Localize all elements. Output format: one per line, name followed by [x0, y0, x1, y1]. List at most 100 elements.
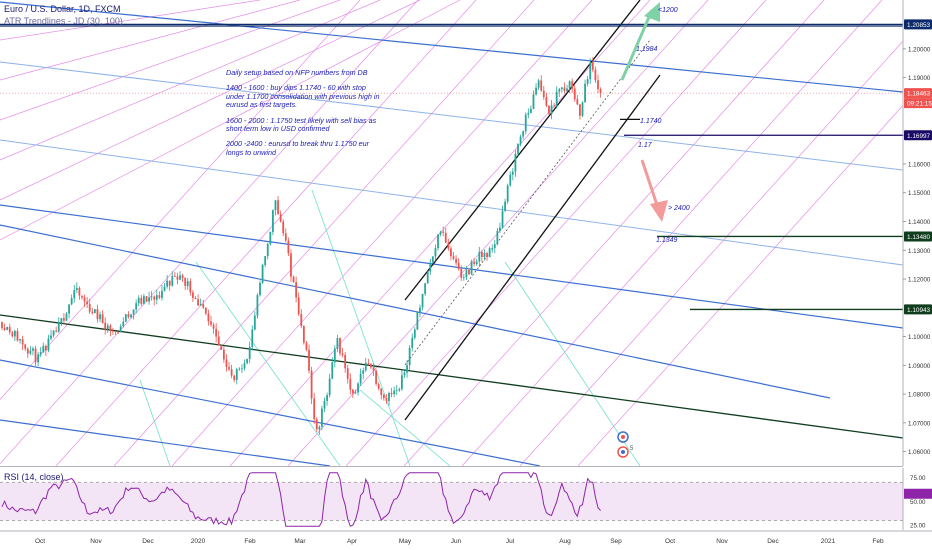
candle-body-164 [424, 283, 427, 294]
candle-body-58 [150, 296, 153, 298]
event-icons[interactable]: 5 [617, 431, 634, 458]
rsi-axis[interactable]: 75.00 50.00 25.00 [902, 468, 932, 530]
candle-body-158 [408, 347, 411, 366]
note-line-3: 2000 -2400 : eurusd to break thru 1.1750… [226, 139, 370, 157]
candle-body-66 [171, 276, 174, 286]
price-pane[interactable] [0, 0, 932, 466]
candle-body-118 [305, 342, 308, 350]
magenta-fan-line-7[interactable] [345, 0, 767, 466]
teal-fan-line-0[interactable] [195, 261, 341, 466]
rsi-title[interactable]: RSI (14, close) [4, 472, 64, 482]
price-tick-label-3: 1.16000 [908, 161, 931, 168]
rsi-pane[interactable] [0, 472, 903, 527]
magenta-fan-upper-line-3[interactable] [0, 0, 381, 161]
channel-upper-line[interactable] [404, 0, 641, 301]
up-arrow-head-icon[interactable] [644, 2, 660, 22]
up-arrow-shaft[interactable] [620, 9, 654, 81]
down-arrow-shaft[interactable] [640, 159, 660, 209]
teal-fan-line-4[interactable] [359, 389, 451, 466]
magenta-fan-upper-line-2[interactable] [0, 0, 341, 121]
price-axis[interactable]: 1.200001.190001.170001.160001.150001.140… [902, 0, 932, 550]
candle-body-175 [452, 256, 455, 259]
channel-lower-line[interactable] [404, 74, 661, 421]
candle-body-225 [581, 102, 584, 116]
trendline-6[interactable] [0, 419, 331, 466]
price-badge-label-0: 1.20853 [907, 22, 931, 29]
price-tick-label-0: 1.20000 [908, 46, 931, 53]
magenta-fan-line-3[interactable] [113, 0, 535, 466]
magenta-fan-line-10[interactable] [519, 0, 932, 466]
candle-body-182 [470, 261, 473, 275]
magenta-fan-line-11[interactable] [577, 0, 932, 466]
annotation-117[interactable]: 1.17 [638, 142, 653, 149]
magenta-fan-line-8[interactable] [403, 0, 825, 466]
teal-fan-line-3[interactable] [504, 261, 641, 466]
candle-body-206 [532, 94, 535, 109]
candle-body-61 [158, 295, 161, 298]
candle-body-174 [450, 248, 452, 257]
candle-body-111 [287, 240, 290, 254]
magenta-fan-line-0[interactable] [0, 0, 361, 466]
candle-body-224 [579, 104, 581, 116]
teal-fan-line-2[interactable] [139, 379, 171, 466]
candle-body-230 [594, 69, 597, 81]
magenta-fan-line-4[interactable] [171, 0, 593, 466]
annotation-1349[interactable]: 1.1349 [656, 237, 678, 244]
candle-body-123 [318, 426, 321, 430]
candle-body-77 [199, 304, 202, 306]
price-badge-label-4: 1.10943 [907, 307, 931, 314]
trendline-0[interactable] [0, 1, 903, 93]
trendline-3[interactable] [0, 204, 903, 329]
magenta-fan-upper-line-4[interactable] [0, 0, 421, 201]
candle-body-209 [540, 80, 543, 91]
trendline-1[interactable] [0, 61, 903, 171]
teal-fan-line-1[interactable] [311, 189, 411, 466]
candle-body-213 [550, 105, 553, 114]
channel-mid-line[interactable] [404, 39, 651, 366]
candle-body-11 [29, 350, 32, 354]
candle-body-43 [112, 330, 114, 332]
candle-body-190 [491, 248, 494, 249]
down-arrow-head-icon[interactable] [650, 200, 668, 222]
candle-body-83 [215, 328, 218, 337]
dark-green-trendline[interactable] [0, 314, 903, 439]
candle-body-211 [545, 97, 548, 106]
candle-body-165 [426, 271, 429, 284]
annotation-up-target[interactable]: <1200 [658, 7, 678, 14]
magenta-fan-upper-line-0[interactable] [0, 0, 261, 41]
candle-body-37 [96, 309, 99, 320]
candle-body-74 [192, 292, 194, 299]
trendline-5[interactable] [0, 359, 541, 466]
candle-body-48 [124, 314, 127, 322]
candle-body-23 [60, 318, 63, 324]
candle-body-201 [519, 136, 522, 144]
time-axis[interactable]: Oct Nov Dec 2020 Feb Mar Apr May Jun Jul Aug Sep Oct… [0, 530, 932, 545]
candle-body-52 [135, 303, 138, 310]
candle-body-85 [220, 345, 223, 350]
candle-body-204 [527, 112, 530, 115]
annotation-high-1984[interactable]: 1.1984 [636, 46, 658, 53]
candle-body-126 [326, 395, 328, 401]
annotation-down-target[interactable]: > 2400 [668, 205, 690, 212]
trendline-4[interactable] [0, 224, 831, 399]
candle-body-31 [81, 295, 83, 298]
candle-body-183 [473, 261, 476, 265]
trendline-2[interactable] [0, 139, 903, 266]
magenta-fan-line-2[interactable] [55, 0, 477, 466]
rsi-value-badge [904, 488, 932, 499]
candle-body-49 [127, 314, 130, 318]
candle-body-8 [21, 339, 24, 345]
candle-body-156 [403, 372, 406, 376]
candle-body-2 [6, 327, 9, 330]
indicator-title[interactable]: ATR Trendlines - JD (30, 100) [4, 16, 123, 26]
magenta-fan-upper-line-1[interactable] [0, 0, 301, 81]
annotation-1740[interactable]: 1.1740 [640, 118, 662, 125]
candle-body-220 [568, 81, 571, 89]
candle-body-108 [279, 214, 282, 222]
candle-body-133 [344, 354, 347, 369]
candle-body-228 [589, 62, 592, 80]
time-tick-label-13: Nov [716, 538, 728, 545]
candle-body-212 [548, 105, 550, 114]
candle-body-21 [55, 330, 58, 332]
